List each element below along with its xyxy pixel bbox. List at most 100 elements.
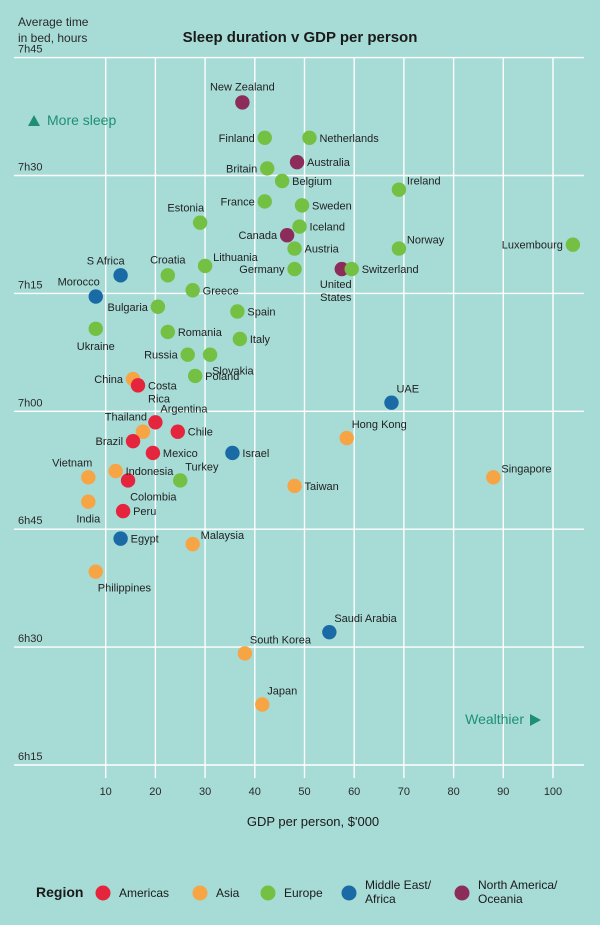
legend-swatch-nao	[454, 885, 470, 901]
label-colombia: Colombia	[130, 491, 177, 503]
label-austria: Austria	[305, 244, 340, 256]
point-chile	[170, 424, 185, 439]
label-uae: UAE	[396, 384, 419, 396]
point-india	[81, 494, 96, 509]
label-croatia: Croatia	[150, 254, 186, 266]
point-philippines	[88, 564, 103, 579]
label-taiwan: Taiwan	[305, 481, 339, 493]
point-indonesia	[108, 463, 123, 479]
point-italy	[232, 331, 248, 347]
wealthier-annotation: Wealthier	[465, 711, 524, 727]
point-luxembourg	[565, 237, 581, 252]
point-malaysia	[185, 536, 200, 552]
label-lithuania: Lithuania	[213, 252, 259, 264]
label-india: India	[76, 514, 101, 526]
point-germany	[287, 261, 302, 277]
x-tick-label: 50	[298, 786, 310, 798]
label-australia: Australia	[307, 157, 351, 169]
label-chile: Chile	[188, 427, 213, 439]
y-tick-label: 7h00	[18, 397, 42, 409]
legend-swatch-americas	[95, 885, 111, 901]
point-morocco	[88, 289, 103, 304]
label-singapore: Singapore	[501, 463, 551, 475]
label-iceland: Iceland	[310, 222, 345, 234]
label-france: France	[220, 196, 254, 208]
x-tick-label: 80	[447, 786, 459, 798]
point-ireland	[391, 182, 407, 197]
point-singapore	[486, 470, 501, 485]
x-tick-label: 10	[100, 786, 112, 798]
label-netherlands: Netherlands	[319, 133, 379, 145]
label-mexico: Mexico	[163, 448, 198, 460]
label-ireland: Ireland	[407, 176, 441, 188]
point-russia	[180, 347, 195, 362]
label-canada: Canada	[239, 230, 278, 242]
point-united-states	[334, 261, 349, 277]
point-poland	[187, 368, 203, 384]
label-egypt: Egypt	[131, 534, 159, 546]
label-brazil: Brazil	[96, 436, 124, 448]
more-sleep-arrow-icon	[28, 115, 40, 126]
point-australia	[289, 154, 305, 170]
y-axis-label-line-1: Average time	[18, 15, 89, 29]
point-bulgaria	[150, 299, 166, 314]
x-tick-label: 20	[149, 786, 161, 798]
label-britain: Britain	[226, 163, 257, 175]
label-finland: Finland	[219, 133, 255, 145]
label-morocco: Morocco	[58, 277, 100, 289]
label-malaysia: Malaysia	[201, 530, 245, 542]
label-israel: Israel	[242, 448, 269, 460]
label-south-korea: South Korea	[250, 634, 312, 646]
x-tick-label: 30	[199, 786, 211, 798]
label-italy: Italy	[250, 334, 271, 346]
point-iceland	[292, 219, 307, 234]
point-argentina	[148, 415, 163, 430]
label-switzerland: Switzerland	[362, 264, 419, 276]
wealthier-arrow-icon	[530, 714, 541, 726]
point-costa-rica	[130, 378, 146, 393]
point-israel	[225, 445, 240, 461]
point-uae	[384, 395, 399, 410]
point-new-zealand	[235, 95, 250, 110]
point-spain	[230, 304, 245, 319]
label-slovakia: Slovakia	[212, 366, 254, 378]
point-thailand	[135, 424, 151, 439]
legend: Region Americas Asia Europe Middle East/Afr…	[36, 878, 558, 906]
label-thailand: Thailand	[105, 412, 147, 424]
label-germany: Germany	[239, 264, 285, 276]
chart-title: Sleep duration v GDP per person	[183, 29, 418, 46]
point-brazil	[125, 433, 141, 449]
point-egypt	[113, 531, 128, 546]
label-belgium: Belgium	[292, 176, 332, 188]
label-bulgaria: Bulgaria	[108, 302, 149, 314]
legend-title: Region	[36, 884, 83, 900]
gridlines	[14, 56, 584, 778]
point-sweden	[294, 198, 310, 213]
more-sleep-annotation: More sleep	[47, 112, 116, 128]
label-indonesia: Indonesia	[126, 466, 175, 478]
label-vietnam: Vietnam	[52, 457, 92, 469]
point-mexico	[145, 445, 161, 461]
point-estonia	[192, 215, 208, 230]
x-tick-label: 70	[398, 786, 410, 798]
label-china: China	[94, 374, 124, 386]
label-new-zealand: New Zealand	[210, 81, 275, 93]
label-spain: Spain	[247, 306, 275, 318]
label-peru: Peru	[133, 506, 156, 518]
axes: 10 20 30 40 50 60 70 80 90 100 6h15 6h30 6h45 7h00 7h1…	[18, 44, 562, 798]
point-britain	[260, 161, 275, 176]
point-finland	[257, 130, 272, 145]
label-costa-rica: Costa Rica	[148, 380, 178, 405]
point-ukraine	[88, 321, 103, 336]
legend-swatch-asia	[192, 885, 208, 901]
x-tick-label: 100	[544, 786, 562, 798]
point-hong-kong	[339, 430, 354, 446]
point-peru	[115, 503, 131, 519]
x-tick-label: 60	[348, 786, 360, 798]
label-estonia: Estonia	[167, 203, 205, 215]
point-belgium	[274, 173, 290, 189]
point-taiwan	[287, 478, 302, 494]
point-japan	[255, 697, 270, 712]
label-norway: Norway	[407, 235, 445, 247]
point-labels: New Zealand Finland Netherlands Australia Br…	[52, 81, 563, 697]
